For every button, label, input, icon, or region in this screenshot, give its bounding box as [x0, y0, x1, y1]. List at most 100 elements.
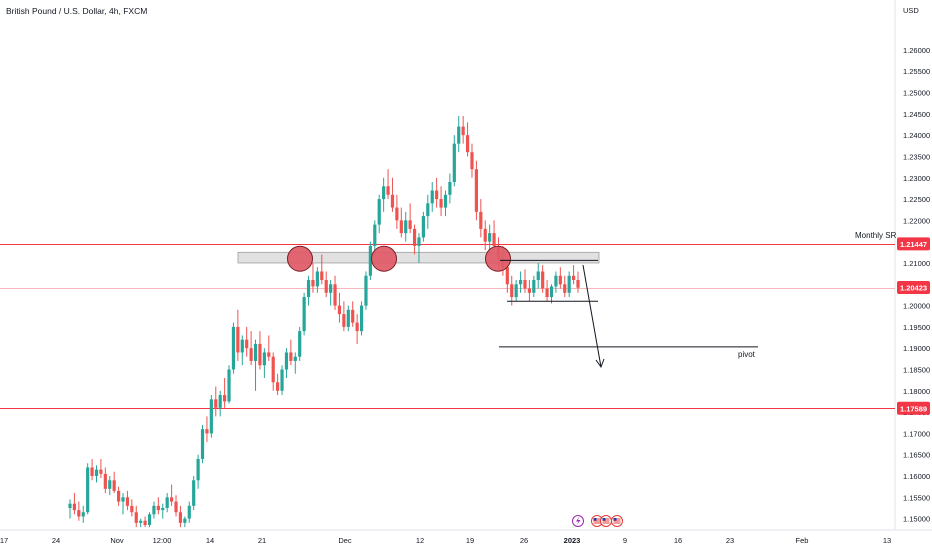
symbol-name: British Pound / U.S. Dollar — [6, 6, 105, 16]
candle — [258, 331, 262, 370]
candle — [205, 416, 209, 442]
candle-body — [518, 280, 523, 285]
candle-body — [103, 473, 107, 489]
time-tick-label: 12:00 — [153, 536, 172, 545]
candle — [435, 177, 439, 208]
candle — [249, 331, 253, 366]
candle-body — [306, 280, 311, 298]
candle-body — [373, 224, 377, 246]
candle-body — [364, 275, 368, 306]
candle-body — [412, 228, 417, 246]
candle-body — [333, 284, 337, 306]
candle-body — [386, 186, 390, 195]
candle-body — [404, 220, 408, 234]
time-tick-label: 2023 — [564, 536, 581, 545]
candle — [465, 122, 470, 157]
candle — [532, 275, 536, 298]
candle-body — [258, 343, 262, 366]
candle — [324, 271, 328, 298]
price-tick-label: 1.22000 — [903, 216, 930, 225]
candle-body — [320, 271, 324, 281]
candle-body — [86, 467, 90, 513]
candle — [289, 339, 293, 366]
candle-body — [541, 271, 545, 289]
candle — [439, 186, 443, 217]
drawings: Monthly SR pivot — [499, 231, 897, 369]
price-tag: 1.21447 — [897, 237, 930, 251]
candle-body — [527, 288, 532, 293]
candle-body — [488, 233, 492, 242]
candle — [306, 275, 311, 306]
candle — [223, 378, 227, 408]
candle-body — [77, 510, 81, 517]
candle — [262, 348, 266, 379]
price-tick-label: 1.19500 — [903, 323, 930, 332]
candle — [448, 173, 452, 204]
flag-stripe — [613, 518, 621, 520]
touch-circle-marker — [485, 245, 511, 272]
candle-body — [408, 220, 412, 229]
time-axis[interactable]: 17 24 Nov 12:00 14 21 Dec 12 19 26 2023 9 16 23 Feb 13 — [0, 536, 891, 545]
lightning-icon — [576, 517, 581, 525]
candle — [399, 207, 403, 238]
candle — [200, 424, 205, 464]
candle — [112, 471, 116, 494]
candle-body — [377, 199, 381, 225]
candle — [333, 275, 337, 310]
candle — [236, 309, 240, 361]
candle-body — [214, 399, 218, 408]
candle — [174, 495, 178, 517]
candle-body — [81, 512, 85, 517]
currency-label: USD — [903, 6, 919, 15]
candle — [483, 220, 487, 251]
candle-body — [253, 343, 258, 361]
candle-body — [205, 429, 209, 434]
candle — [355, 314, 359, 344]
candle-body — [72, 503, 77, 511]
candle — [284, 348, 289, 379]
candle-body — [395, 207, 399, 221]
candle — [470, 143, 474, 178]
candle-body — [245, 339, 249, 349]
candle — [99, 458, 103, 479]
price-tick-label: 1.23000 — [903, 174, 930, 183]
candle-body — [554, 275, 558, 287]
candle-body — [558, 275, 562, 285]
candle — [293, 352, 297, 374]
price-tick-label: 1.18500 — [903, 365, 930, 374]
candle-body — [231, 326, 236, 370]
candle — [404, 211, 408, 242]
candle — [86, 463, 90, 515]
candle — [541, 265, 545, 293]
time-tick-label: 21 — [258, 536, 266, 545]
candle — [554, 271, 558, 293]
candle-body — [178, 512, 183, 523]
candle — [479, 199, 483, 238]
candle — [121, 493, 125, 515]
flag-stripe — [593, 520, 601, 522]
price-tick-label: 1.26000 — [903, 46, 930, 55]
candle-body — [99, 469, 103, 474]
candle — [280, 365, 284, 396]
event-icons — [572, 515, 623, 527]
candle — [395, 194, 399, 229]
candle-body — [571, 275, 576, 281]
candle — [412, 224, 417, 255]
price-tick-label: 1.19000 — [903, 344, 930, 353]
candle — [510, 275, 514, 306]
candle-body — [130, 505, 134, 513]
flag-stripe — [593, 522, 601, 524]
flag-stripe — [613, 522, 621, 524]
candle-body — [483, 228, 487, 242]
candle — [377, 194, 381, 234]
price-tick-label: 1.24500 — [903, 110, 930, 119]
flag-canton — [613, 518, 617, 521]
candle-body — [346, 309, 350, 327]
candle-body — [399, 220, 403, 234]
candle-body — [549, 286, 554, 298]
candle-body — [470, 152, 474, 170]
candle-body — [479, 211, 483, 229]
candle-body — [112, 480, 116, 491]
candle-body — [152, 505, 156, 515]
